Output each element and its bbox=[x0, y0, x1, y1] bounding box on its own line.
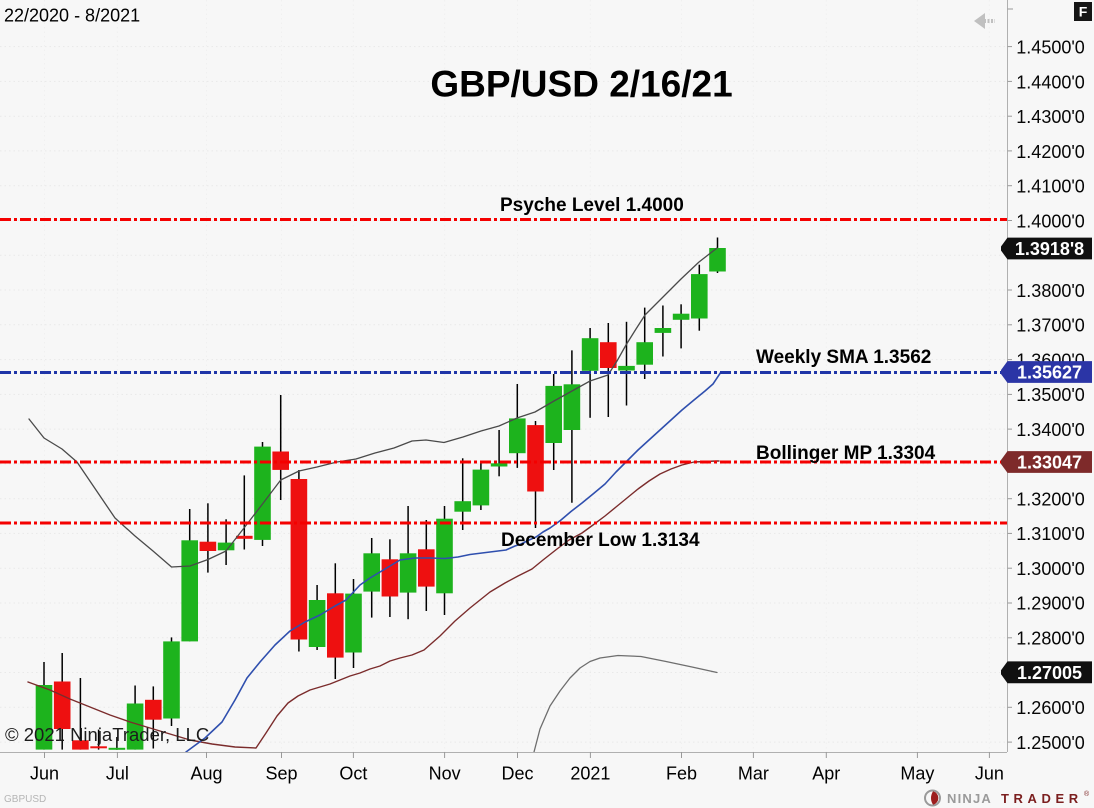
svg-text:Aug: Aug bbox=[190, 764, 222, 784]
svg-text:1.3700'0: 1.3700'0 bbox=[1016, 316, 1085, 336]
svg-text:1.2600'0: 1.2600'0 bbox=[1016, 698, 1085, 718]
svg-text:1.2800'0: 1.2800'0 bbox=[1016, 629, 1085, 649]
svg-text:GBP/USD 2/16/21: GBP/USD 2/16/21 bbox=[430, 64, 732, 105]
svg-text:Oct: Oct bbox=[339, 764, 367, 784]
svg-text:Bollinger MP 1.3304: Bollinger MP 1.3304 bbox=[756, 443, 936, 464]
svg-text:Apr: Apr bbox=[812, 764, 840, 784]
svg-text:NINJA: NINJA bbox=[947, 791, 992, 806]
svg-text:May: May bbox=[900, 764, 934, 784]
svg-text:Dec: Dec bbox=[501, 764, 533, 784]
svg-text:1.3800'0: 1.3800'0 bbox=[1016, 281, 1085, 301]
svg-text:1.4400'0: 1.4400'0 bbox=[1016, 72, 1085, 92]
svg-text:1.3500'0: 1.3500'0 bbox=[1016, 385, 1085, 405]
svg-text:GBPUSD: GBPUSD bbox=[4, 794, 46, 805]
svg-text:© 2021 NinjaTrader, LLC: © 2021 NinjaTrader, LLC bbox=[5, 724, 209, 745]
svg-text:2021: 2021 bbox=[570, 764, 610, 784]
svg-text:Psyche Level 1.4000: Psyche Level 1.4000 bbox=[500, 195, 684, 216]
svg-text:1.3918'8: 1.3918'8 bbox=[1015, 239, 1084, 259]
svg-text:Jun: Jun bbox=[975, 764, 1004, 784]
svg-text:1.4300'0: 1.4300'0 bbox=[1016, 107, 1085, 127]
svg-text:Jun: Jun bbox=[30, 764, 59, 784]
svg-text:1.4500'0: 1.4500'0 bbox=[1016, 38, 1085, 58]
svg-text:Feb: Feb bbox=[666, 764, 697, 784]
svg-text:1.3000'0: 1.3000'0 bbox=[1016, 559, 1085, 579]
svg-text:Mar: Mar bbox=[738, 764, 769, 784]
svg-text:Sep: Sep bbox=[265, 764, 297, 784]
svg-text:1.3100'0: 1.3100'0 bbox=[1016, 524, 1085, 544]
svg-text:1.3400'0: 1.3400'0 bbox=[1016, 420, 1085, 440]
svg-text:TRADER: TRADER bbox=[1001, 791, 1083, 806]
svg-text:Nov: Nov bbox=[429, 764, 461, 784]
svg-text:1.35627: 1.35627 bbox=[1017, 363, 1082, 383]
svg-text:22/2020 - 8/2021: 22/2020 - 8/2021 bbox=[4, 6, 140, 26]
svg-text:1.33047: 1.33047 bbox=[1017, 453, 1082, 473]
svg-text:1.4000'0: 1.4000'0 bbox=[1016, 211, 1085, 231]
svg-text:December Low 1.3134: December Low 1.3134 bbox=[501, 530, 700, 551]
svg-text:Jul: Jul bbox=[106, 764, 129, 784]
svg-text:1.2500'0: 1.2500'0 bbox=[1016, 733, 1085, 753]
svg-text:®: ® bbox=[1084, 790, 1090, 798]
svg-text:1.2900'0: 1.2900'0 bbox=[1016, 594, 1085, 614]
svg-text:F: F bbox=[1079, 4, 1088, 20]
svg-text:Weekly SMA 1.3562: Weekly SMA 1.3562 bbox=[756, 347, 931, 368]
svg-text:1.4100'0: 1.4100'0 bbox=[1016, 177, 1085, 197]
svg-text:1.3200'0: 1.3200'0 bbox=[1016, 489, 1085, 509]
svg-text:1.4200'0: 1.4200'0 bbox=[1016, 142, 1085, 162]
svg-text:1.27005: 1.27005 bbox=[1017, 663, 1082, 683]
